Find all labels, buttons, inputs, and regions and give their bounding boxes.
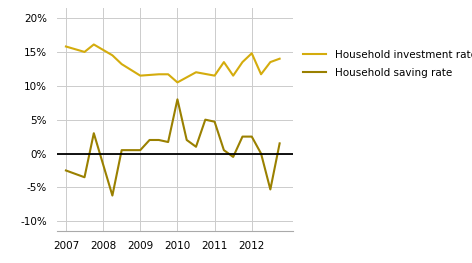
Household saving rate	[110, 194, 115, 197]
Household saving rate	[156, 138, 162, 141]
Household investment rate	[277, 57, 282, 60]
Household investment rate	[212, 74, 218, 77]
Household investment rate	[63, 45, 69, 48]
Legend: Household investment rate, Household saving rate: Household investment rate, Household sav…	[300, 47, 472, 81]
Household investment rate	[249, 52, 254, 55]
Household saving rate	[212, 120, 218, 123]
Household saving rate	[249, 135, 254, 138]
Household saving rate	[240, 135, 245, 138]
Household investment rate	[268, 60, 273, 64]
Household investment rate	[193, 71, 199, 74]
Household investment rate	[91, 43, 97, 46]
Household investment rate	[258, 73, 264, 76]
Household saving rate	[119, 149, 125, 152]
Household investment rate	[230, 74, 236, 77]
Household saving rate	[63, 169, 69, 172]
Household saving rate	[221, 149, 227, 152]
Household saving rate	[258, 152, 264, 155]
Household investment rate	[175, 81, 180, 84]
Household investment rate	[221, 60, 227, 64]
Household saving rate	[202, 118, 208, 121]
Household saving rate	[147, 138, 152, 141]
Household investment rate	[119, 63, 125, 66]
Line: Household investment rate: Household investment rate	[66, 44, 279, 82]
Household saving rate	[91, 132, 97, 135]
Household saving rate	[82, 176, 87, 179]
Household investment rate	[82, 50, 87, 53]
Household investment rate	[156, 73, 162, 76]
Line: Household saving rate: Household saving rate	[66, 99, 279, 195]
Household investment rate	[165, 73, 171, 76]
Household saving rate	[175, 98, 180, 101]
Household saving rate	[277, 142, 282, 145]
Household saving rate	[268, 188, 273, 191]
Household saving rate	[137, 149, 143, 152]
Household investment rate	[110, 54, 115, 57]
Household saving rate	[193, 145, 199, 148]
Household investment rate	[137, 74, 143, 77]
Household investment rate	[240, 60, 245, 64]
Household saving rate	[230, 155, 236, 159]
Household saving rate	[165, 140, 171, 144]
Household saving rate	[184, 138, 190, 141]
